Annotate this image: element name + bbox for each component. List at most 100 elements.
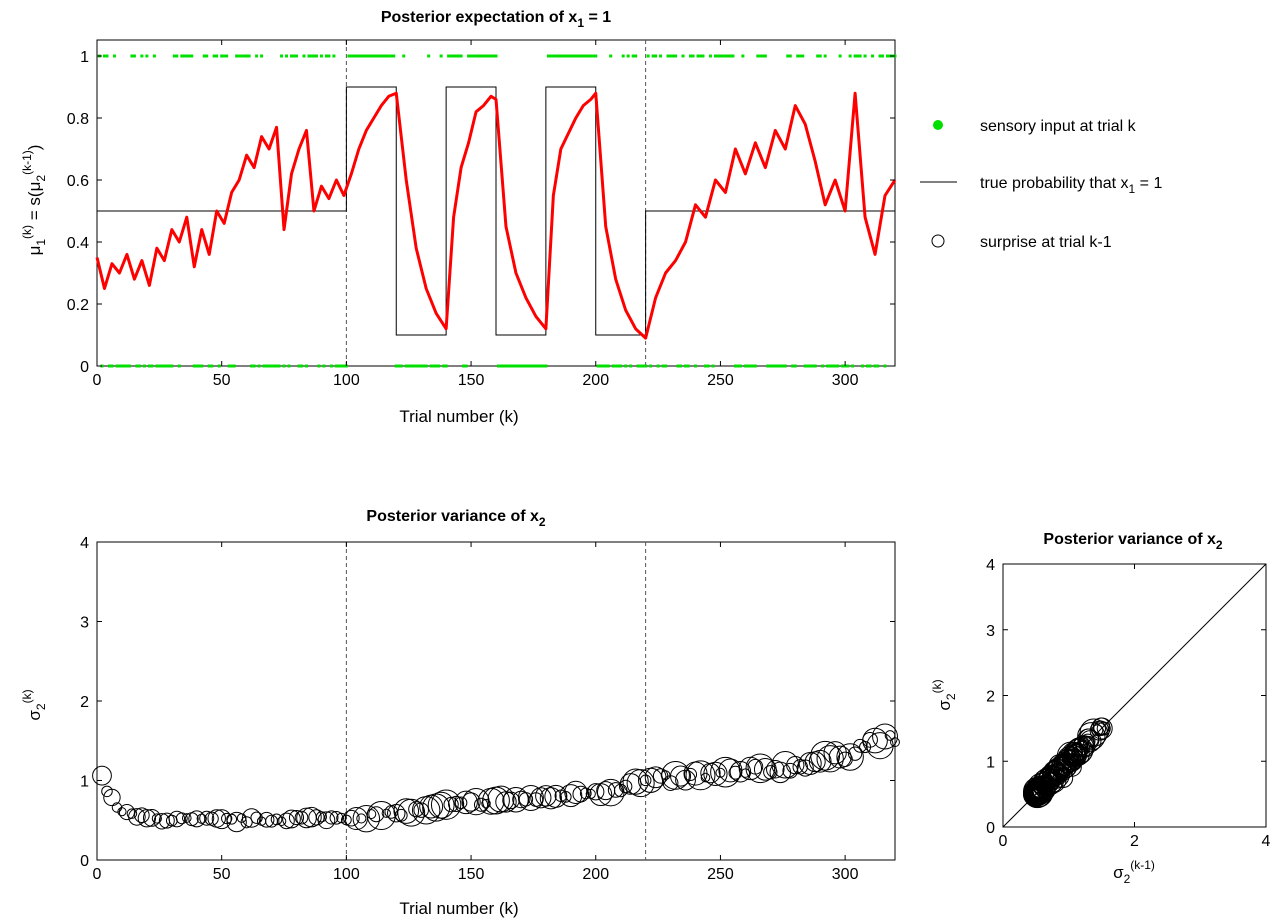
sensory-input-marker	[142, 364, 146, 368]
variance-circle	[728, 765, 743, 780]
sensory-input-marker	[516, 364, 520, 368]
variance-circle	[495, 791, 517, 813]
sensory-input-marker	[442, 364, 446, 368]
sensory-input-marker	[190, 54, 194, 58]
sensory-input-marker	[531, 364, 535, 368]
variance-circle	[427, 791, 455, 819]
x-tick-label: 250	[707, 866, 734, 883]
sensory-input-marker	[439, 54, 443, 58]
x-tick-label: 100	[333, 866, 360, 883]
x-tick-label: 50	[213, 372, 231, 389]
sensory-input-marker	[883, 364, 887, 368]
sensory-input-marker	[115, 364, 119, 368]
legend: sensory input at trial k true probabilit…	[920, 118, 1162, 251]
sensory-input-marker	[414, 364, 418, 368]
sensory-input-marker	[521, 364, 525, 368]
sensory-input-marker	[347, 54, 351, 58]
variance-circle	[250, 811, 263, 824]
sensory-input-marker	[227, 364, 231, 368]
change-point-lines	[345, 542, 647, 860]
sensory-input-marker	[145, 54, 149, 58]
y-tick-label: 0	[80, 853, 89, 870]
sensory-input-marker	[616, 364, 620, 368]
sensory-input-marker	[397, 364, 401, 368]
variance-circle	[660, 770, 671, 781]
sensory-input-marker	[863, 54, 867, 58]
sensory-input-marker	[137, 364, 141, 368]
variance-circle	[607, 782, 624, 798]
sensory-input-marker	[299, 364, 303, 368]
variance-circle	[315, 811, 327, 823]
sensory-input-marker	[604, 364, 608, 368]
variance-circle	[766, 759, 785, 779]
sensory-input-marker	[746, 364, 750, 368]
variance-circle	[101, 785, 113, 798]
y-tick-label: 4	[986, 557, 995, 574]
sensory-input-marker	[861, 364, 865, 368]
sensory-input-marker	[419, 364, 423, 368]
chart-title: Posterior expectation of x1 = 1	[381, 9, 611, 30]
sensory-input-marker	[851, 364, 855, 368]
sensory-input-marker	[878, 54, 882, 58]
sensory-input-marker	[559, 54, 563, 58]
variance-circle	[207, 809, 226, 828]
sensory-input-marker	[432, 364, 436, 368]
sensory-input-marker	[708, 54, 712, 58]
variance-circle	[473, 797, 489, 812]
y-tick-label: 0	[986, 820, 995, 837]
sensory-input-marker	[753, 364, 757, 368]
sensory-input-marker	[127, 364, 131, 368]
sensory-input-marker	[122, 364, 126, 368]
sensory-input-marker	[339, 364, 343, 368]
variance-circle	[276, 816, 287, 827]
sensory-input-marker	[429, 364, 433, 368]
variance-circle	[368, 806, 385, 823]
sensory-input-marker	[733, 364, 737, 368]
sensory-input-marker	[501, 364, 505, 368]
sensory-input-marker	[472, 54, 476, 58]
sensory-input-marker	[125, 364, 129, 368]
variance-circle	[837, 751, 853, 767]
sensory-input-marker	[252, 364, 256, 368]
sensory-input-marker	[768, 364, 772, 368]
variance-circle	[282, 809, 301, 829]
sensory-input-marker	[267, 364, 271, 368]
sensory-input-marker	[654, 54, 658, 58]
sensory-input-marker	[718, 54, 722, 58]
sensory-input-marker	[112, 54, 116, 58]
sensory-input-marker	[609, 54, 613, 58]
sensory-input-marker	[354, 54, 358, 58]
y-tick-label: 1	[80, 774, 89, 791]
x-tick-label: 250	[707, 372, 734, 389]
variance-circle	[103, 788, 121, 807]
sensory-input-marker	[741, 54, 745, 58]
variance-circle	[747, 758, 764, 775]
sensory-input-marker	[467, 54, 471, 58]
sensory-input-marker	[314, 54, 318, 58]
sensory-input-marker	[110, 364, 114, 368]
sensory-input-marker	[317, 364, 321, 368]
sensory-input-marker	[826, 364, 830, 368]
sensory-input-marker	[444, 364, 448, 368]
variance-circle	[729, 760, 752, 783]
sensory-input-marker	[362, 54, 366, 58]
sensory-input-marker	[831, 364, 835, 368]
y-tick-label: 0.4	[67, 235, 89, 252]
variance-circle	[670, 765, 692, 787]
sensory-input-marker	[853, 54, 857, 58]
sensory-input-marker	[135, 364, 139, 368]
sensory-input-marker	[165, 364, 169, 368]
sensory-input-marker	[474, 54, 478, 58]
sensory-input-marker	[392, 54, 396, 58]
variance-circle	[763, 765, 778, 780]
sensory-input-marker	[107, 364, 111, 368]
variance-circle	[236, 813, 247, 823]
sensory-input-marker	[656, 364, 660, 368]
sensory-input-marker	[823, 54, 827, 58]
variance-circle	[324, 810, 339, 825]
posterior-variance-scatter-panel: Posterior variance of x2 0 2 4 0 1 2 3 4 σ2(k-…	[930, 531, 1271, 886]
sensory-input-marker	[332, 54, 336, 58]
sensory-input-marker	[402, 54, 406, 58]
variance-circle	[454, 790, 478, 815]
